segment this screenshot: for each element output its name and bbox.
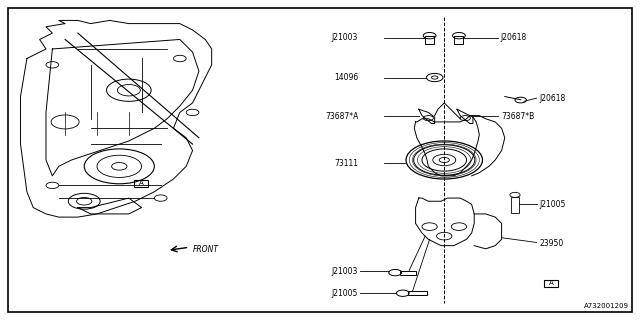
Text: A: A — [139, 180, 143, 187]
Text: 73111: 73111 — [334, 159, 358, 168]
Bar — [400, 271, 416, 275]
Bar — [454, 36, 463, 44]
Text: A: A — [549, 280, 554, 286]
Text: J21005: J21005 — [540, 200, 566, 209]
Text: 23950: 23950 — [540, 239, 564, 248]
Bar — [425, 36, 434, 44]
Text: 73687*A: 73687*A — [325, 112, 358, 121]
Text: 73687*B: 73687*B — [501, 112, 534, 121]
Text: J21005: J21005 — [332, 289, 358, 298]
Bar — [544, 280, 558, 287]
Text: J20618: J20618 — [500, 33, 527, 42]
Text: A732001209: A732001209 — [584, 303, 629, 309]
Text: J21003: J21003 — [332, 33, 358, 42]
Text: J20618: J20618 — [540, 94, 566, 103]
Bar — [511, 197, 519, 213]
Text: 14096: 14096 — [334, 73, 358, 82]
Text: J21003: J21003 — [332, 267, 358, 276]
Text: FRONT: FRONT — [193, 245, 218, 254]
Bar — [408, 291, 427, 295]
Bar — [134, 180, 148, 187]
